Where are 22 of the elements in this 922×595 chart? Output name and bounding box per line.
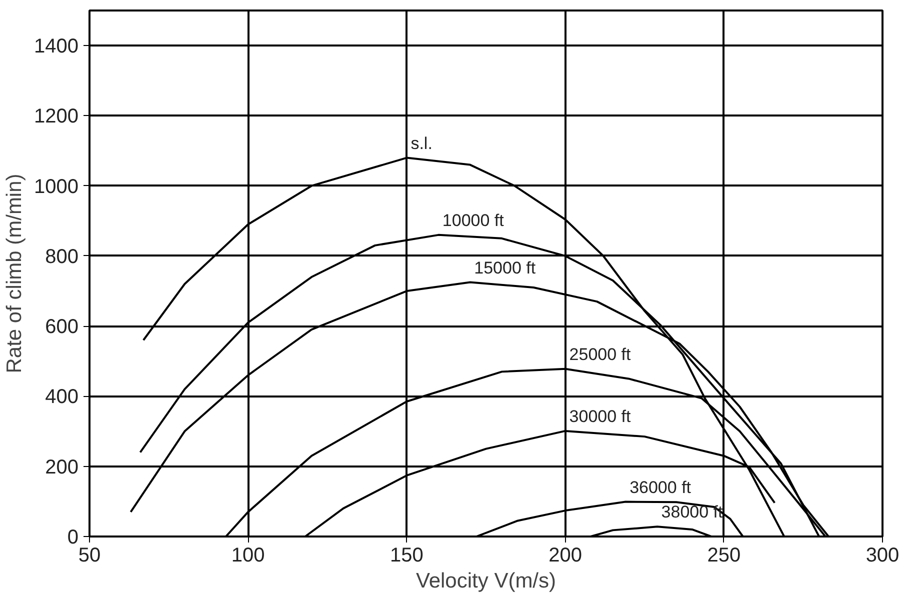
y-tick-label: 0 xyxy=(67,526,78,548)
x-tick-label: 50 xyxy=(78,544,101,566)
series-label: 36000 ft xyxy=(630,478,692,497)
series-label: 30000 ft xyxy=(569,406,632,426)
y-axis-title: Rate of climb (m/min) xyxy=(3,174,26,374)
series-label: 25000 ft xyxy=(569,344,632,364)
y-tick-label: 600 xyxy=(45,316,79,338)
series-label: 10000 ft xyxy=(442,210,504,230)
y-tick-label: 1200 xyxy=(34,106,79,128)
x-axis-title: Velocity V(m/s) xyxy=(416,570,556,592)
x-tick-label: 250 xyxy=(707,544,741,566)
x-tick-label: 200 xyxy=(548,544,582,566)
y-tick-label: 1400 xyxy=(34,36,79,58)
x-tick-label: 300 xyxy=(866,544,900,566)
x-tick-label: 100 xyxy=(231,544,265,566)
y-tick-label: 800 xyxy=(45,246,79,268)
x-tick-label: 150 xyxy=(390,544,424,566)
y-tick-label: 200 xyxy=(45,456,79,478)
y-tick-label: 1000 xyxy=(34,176,79,198)
series-label: 15000 ft xyxy=(474,258,536,278)
y-tick-label: 400 xyxy=(45,386,79,408)
series-label: s.l. xyxy=(410,134,432,153)
